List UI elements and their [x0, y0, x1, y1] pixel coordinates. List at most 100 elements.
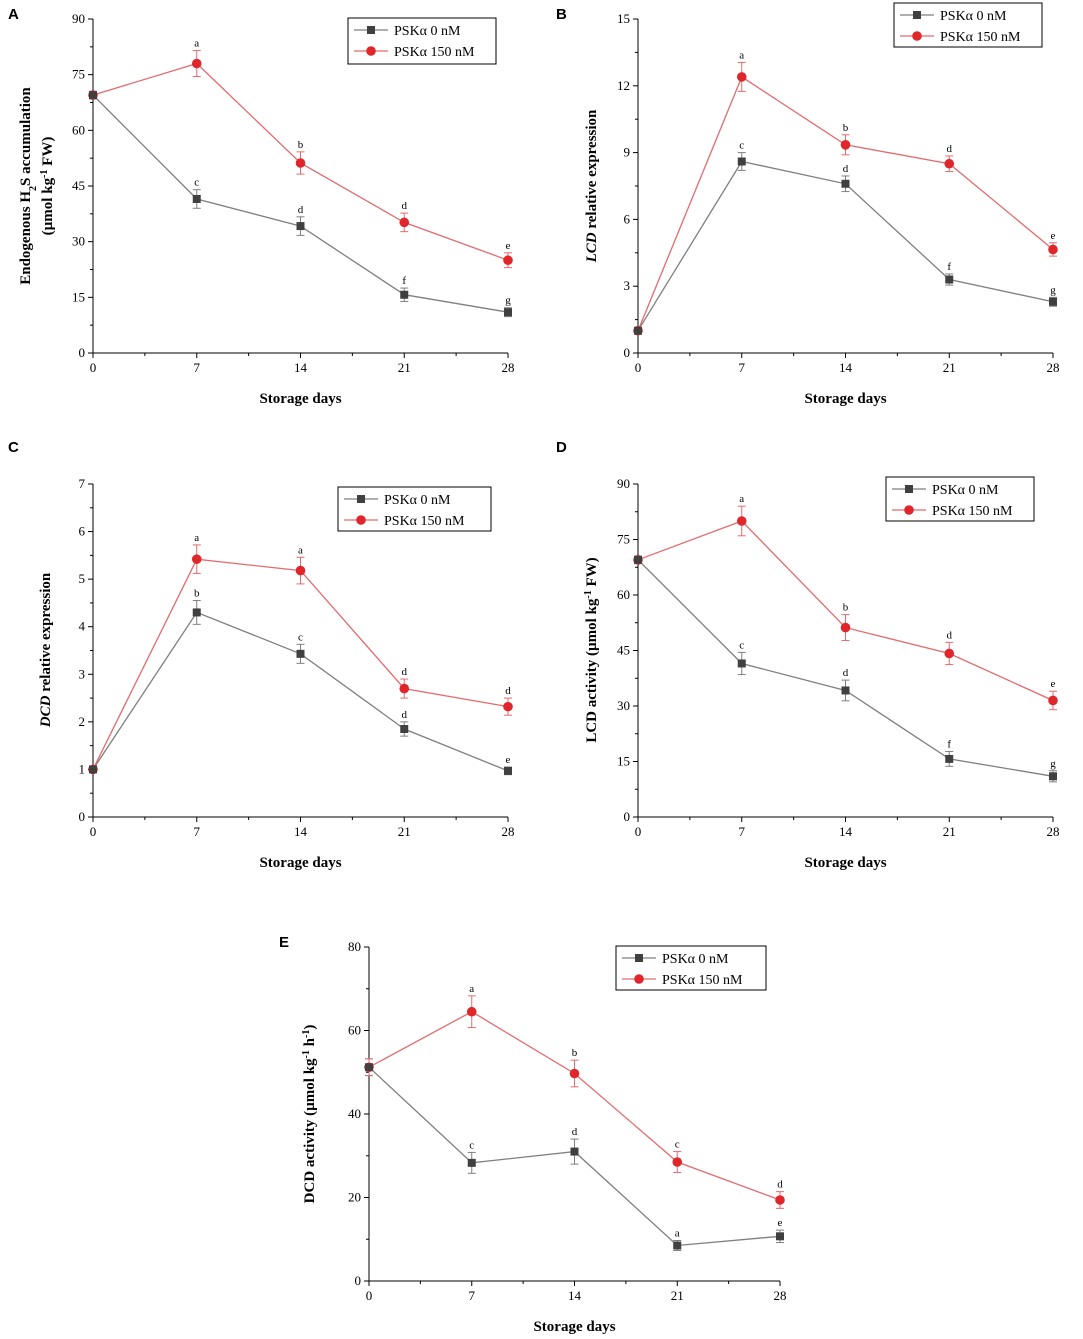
legend-label: PSKα 150 nM	[662, 973, 743, 988]
data-point-treated	[399, 683, 410, 694]
legend: PSKα 0 nM PSKα 150 nM	[337, 486, 492, 532]
data-point-control	[841, 686, 850, 695]
significance-letter: f	[402, 275, 406, 287]
significance-letter: a	[298, 544, 303, 556]
legend-label: PSKα 150 nM	[940, 30, 1021, 45]
data-point-control	[945, 754, 954, 763]
data-point-control	[634, 555, 642, 564]
significance-letter: a	[194, 532, 199, 544]
panel-A: A 0 15 30 45 60 75 90 0 7 14 21 28 Storage days Endoge…	[8, 6, 515, 407]
x-tick-label: 7	[739, 824, 746, 839]
significance-letter: d	[402, 709, 408, 721]
x-tick-label: 28	[502, 360, 515, 375]
x-axis-label: Storage days	[804, 391, 886, 407]
x-tick-label: 14	[294, 360, 308, 375]
significance-letter: b	[572, 1047, 578, 1059]
legend-marker-square	[635, 954, 643, 962]
y-tick-label: 0	[79, 809, 86, 824]
data-point-control	[737, 659, 746, 668]
y-tick-label: 20	[348, 1190, 361, 1205]
data-point-treated	[191, 58, 202, 69]
y-tick-label: 0	[624, 345, 631, 360]
y-tick-label: 7	[79, 476, 86, 491]
x-tick-label: 7	[194, 360, 201, 375]
panel-letter: E	[279, 934, 289, 951]
panel-letter: D	[556, 439, 567, 456]
x-tick-label: 21	[398, 360, 411, 375]
legend: PSKα 0 nM PSKα 150 nM	[893, 2, 1043, 48]
legend-label: PSKα 0 nM	[384, 493, 451, 508]
data-point-treated	[944, 648, 955, 659]
x-tick-label: 0	[635, 360, 642, 375]
significance-letter: d	[505, 685, 511, 697]
y-tick-label: 0	[79, 345, 86, 360]
x-tick-label: 7	[194, 824, 201, 839]
legend-marker-circle	[366, 46, 376, 56]
legend-marker-square	[367, 26, 375, 34]
data-point-treated	[672, 1157, 683, 1167]
x-tick-label: 28	[774, 1288, 787, 1303]
panel-B: B 0 3 6 9 12 15 0 7 14 21 28 Storage days LCD relativ…	[556, 2, 1060, 407]
series-line	[637, 75, 1054, 331]
x-tick-label: 28	[1047, 360, 1060, 375]
x-tick-label: 28	[502, 824, 515, 839]
y-tick-label: 90	[72, 11, 85, 26]
data-point-treated	[569, 1068, 580, 1079]
legend-marker-circle	[912, 31, 922, 41]
data-point-control	[296, 222, 305, 231]
significance-letter: a	[739, 49, 744, 61]
y-tick-label: 0	[624, 809, 631, 824]
data-point-control	[570, 1147, 579, 1156]
data-point-treated	[466, 1006, 477, 1017]
x-tick-label: 28	[1047, 824, 1060, 839]
data-point-treated	[191, 554, 202, 564]
data-point-control	[841, 179, 850, 188]
data-point-control	[1049, 297, 1057, 306]
x-tick-label: 21	[671, 1288, 684, 1303]
y-axis-label: LCD relative expression	[584, 109, 600, 263]
significance-letter: d	[298, 204, 304, 216]
significance-letter: a	[675, 1228, 680, 1240]
x-tick-label: 14	[568, 1288, 582, 1303]
data-point-control	[89, 765, 97, 774]
data-point-control	[467, 1158, 476, 1167]
x-tick-label: 21	[398, 824, 411, 839]
y-tick-label: 60	[348, 1023, 361, 1038]
legend-label: PSKα 150 nM	[394, 45, 475, 60]
data-point-treated	[840, 622, 851, 633]
data-point-control	[634, 326, 642, 335]
y-tick-label: 2	[79, 714, 86, 729]
y-tick-label: 0	[355, 1273, 362, 1288]
data-point-treated	[775, 1195, 785, 1205]
y-tick-label: 12	[617, 78, 630, 93]
x-tick-label: 14	[294, 824, 308, 839]
data-point-treated	[1048, 244, 1058, 255]
panel-letter: B	[556, 6, 567, 23]
y-tick-label: 60	[617, 587, 630, 602]
y-tick-label: 40	[348, 1106, 361, 1121]
data-point-control	[192, 608, 201, 617]
data-point-control	[89, 91, 97, 100]
y-axis-label: DCD relative expression	[38, 572, 54, 728]
data-point-treated	[736, 72, 747, 82]
y-tick-label: 15	[72, 289, 85, 304]
panel-E: E 0 20 40 60 80 0 7 14 21 28 Storage days DCD activi…	[279, 934, 787, 1335]
x-axis-label: Storage days	[533, 1319, 615, 1335]
data-point-treated	[295, 158, 306, 168]
legend-marker-square	[905, 485, 913, 493]
significance-letter: e	[778, 1217, 783, 1229]
significance-letter: b	[194, 588, 200, 600]
data-point-control	[192, 194, 201, 203]
y-tick-label: 60	[72, 122, 85, 137]
significance-letter: d	[402, 666, 408, 678]
legend-marker-circle	[356, 515, 366, 525]
significance-letter: g	[1050, 284, 1056, 296]
significance-letter: d	[947, 629, 953, 641]
data-point-control	[400, 724, 409, 733]
data-point-treated	[944, 158, 955, 169]
y-axis-label: LCD activity (µmol kg-1 FW)	[583, 557, 601, 742]
legend-label: PSKα 0 nM	[394, 24, 461, 39]
significance-letter: d	[843, 667, 849, 679]
significance-letter: f	[947, 739, 951, 751]
